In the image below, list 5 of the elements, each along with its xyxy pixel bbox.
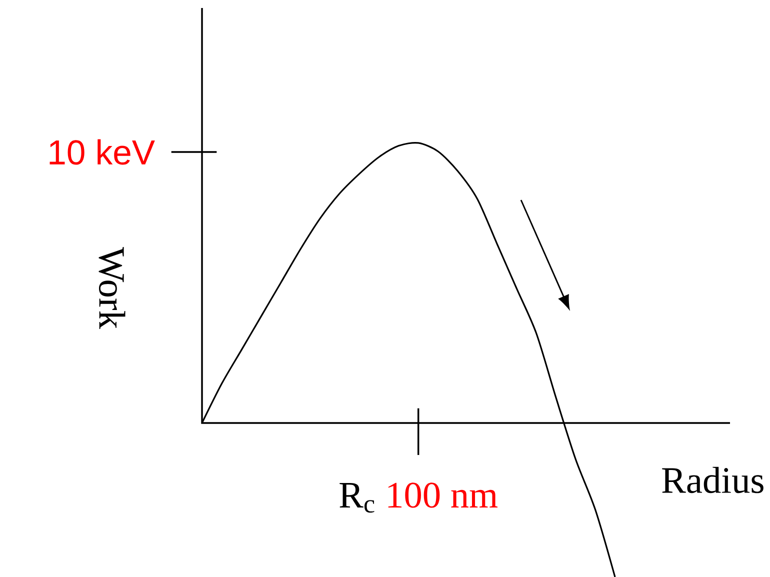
text: 10 keV — [50, 139, 155, 165]
annotation: R$_{c}$ — [340, 483, 374, 513]
x-axis-title: Radius — [662, 466, 764, 494]
annotation: 100 nm — [388, 482, 498, 508]
y-axis-title: Work — [98, 247, 126, 330]
